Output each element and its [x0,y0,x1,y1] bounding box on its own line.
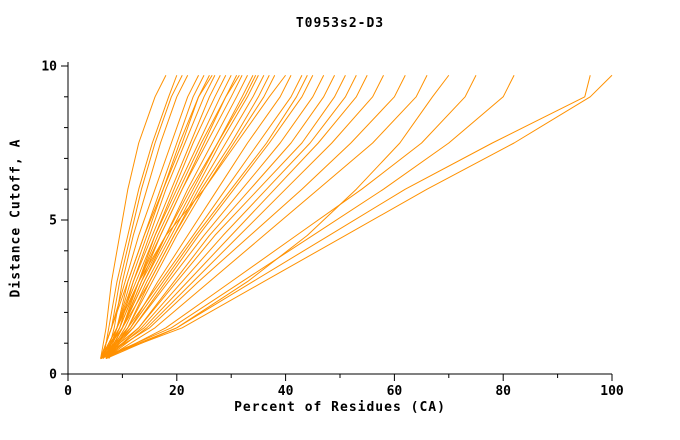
model-curve [100,75,406,360]
model-curve [100,75,183,359]
x-axis-label: Percent of Residues (CA) [234,400,446,415]
model-curve [105,75,292,359]
y-axis-label: Distance Cutoff, A [8,138,24,298]
y-tick-label: 0 [49,368,57,383]
y-tick-label: 5 [49,214,57,229]
model-curve [100,75,308,359]
model-curve [105,75,477,360]
model-curve [105,75,591,360]
model-curve [105,75,384,359]
model-curve [105,75,428,360]
model-curve [105,75,276,359]
model-curve [105,75,238,359]
model-curve [100,75,325,359]
chart-title: T0953s2-D3 [295,16,385,31]
model-curve [100,75,515,360]
model-curve [102,75,178,359]
model-curve [100,75,167,359]
x-tick-label: 100 [600,384,624,399]
model-curve [105,75,189,359]
model-curve [100,75,265,359]
model-curve [105,75,257,359]
model-curve [100,74,286,359]
y-tick-label: 10 [41,60,57,75]
model-curve [100,75,368,360]
model-curve [100,75,303,359]
model-curve [100,75,243,359]
x-tick-label: 60 [387,384,403,399]
model-curve [100,75,346,359]
x-tick-label: 40 [278,384,294,399]
x-tick-label: 0 [64,384,72,399]
model-curve [100,74,613,360]
model-curve [105,75,259,359]
x-tick-label: 80 [495,384,511,399]
x-tick-label: 20 [169,384,185,399]
model-curve [105,75,216,359]
model-curve [105,75,357,359]
